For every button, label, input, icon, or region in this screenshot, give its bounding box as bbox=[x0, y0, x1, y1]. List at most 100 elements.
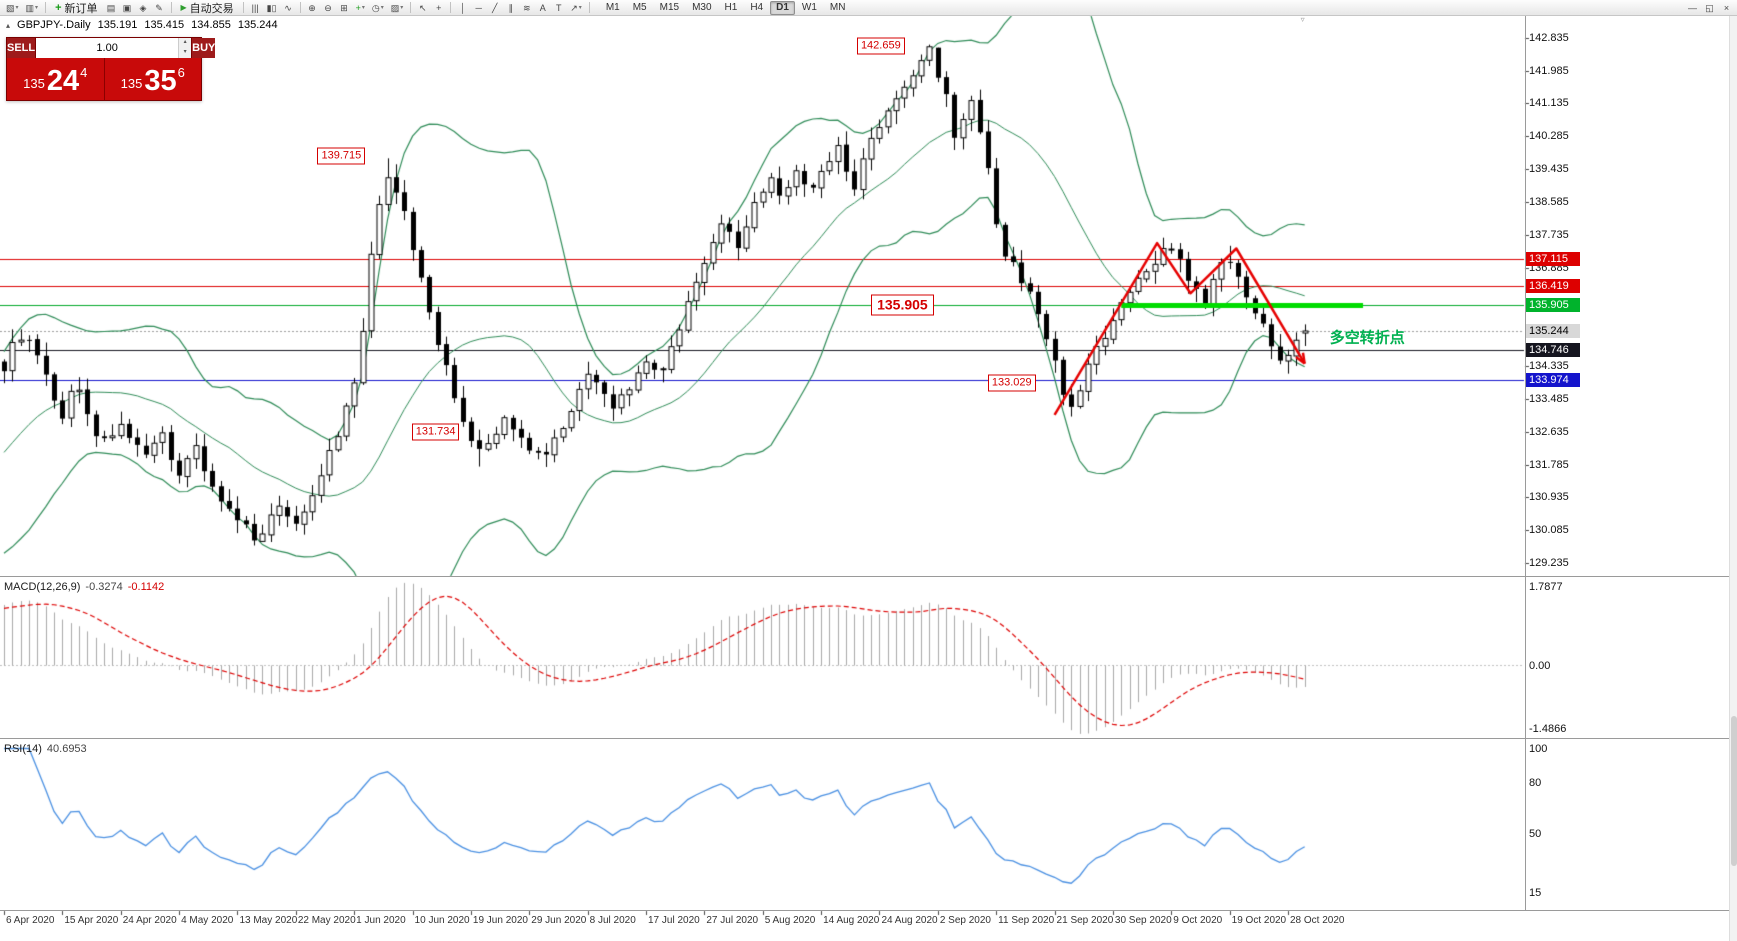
market-watch-icon[interactable]: ▤ bbox=[104, 1, 119, 15]
vertical-line-icon[interactable]: │ bbox=[455, 1, 470, 15]
panel-separator[interactable] bbox=[0, 738, 1737, 739]
scrollbar-thumb[interactable] bbox=[1731, 716, 1737, 866]
profiles-icon[interactable]: ▥ ▾ bbox=[23, 1, 42, 15]
buy-button[interactable]: BUY bbox=[192, 38, 216, 58]
toolbar-separator bbox=[45, 2, 47, 13]
time-axis-border bbox=[0, 910, 1737, 911]
buy-price-sup: 6 bbox=[177, 65, 185, 80]
ohlc-high: 135.415 bbox=[144, 19, 185, 31]
one-click-trading-panel: SELL ▴ ▾ BUY 135 24 4 135 35 6 bbox=[6, 37, 216, 101]
channel-icon[interactable]: ∥ bbox=[503, 1, 518, 15]
autotrading-label: 自动交易 bbox=[189, 2, 234, 15]
buy-price-main: 35 bbox=[144, 65, 177, 97]
ohlc-open: 135.191 bbox=[97, 19, 138, 31]
horizontal-line-icon[interactable]: ─ bbox=[471, 1, 486, 15]
price-axis[interactable] bbox=[1525, 16, 1737, 910]
data-window-icon[interactable]: ▣ bbox=[120, 1, 135, 15]
timeframe-m5-button[interactable]: M5 bbox=[627, 1, 653, 15]
chart-shift-marker-icon[interactable]: ▿ bbox=[1300, 15, 1305, 24]
new-order-button[interactable]: + 新订单 bbox=[50, 1, 102, 15]
volume-field: ▴ ▾ bbox=[35, 38, 193, 58]
text-icon[interactable]: A bbox=[535, 1, 550, 15]
line-chart-icon[interactable]: ∿ bbox=[281, 1, 296, 15]
toolbar-separator bbox=[410, 2, 412, 13]
sell-price[interactable]: 135 24 4 bbox=[7, 58, 104, 100]
timeframe-w1-button[interactable]: W1 bbox=[796, 1, 823, 15]
price-label-annotation[interactable]: 135.905 bbox=[871, 294, 934, 316]
timeframe-h4-button[interactable]: H4 bbox=[744, 1, 769, 15]
price-label-annotation[interactable]: 133.029 bbox=[987, 374, 1036, 392]
timeframe-mn-button[interactable]: MN bbox=[824, 1, 852, 15]
new-order-icon: + bbox=[55, 1, 62, 14]
window-controls: — ◱ × bbox=[1685, 1, 1734, 15]
sell-button[interactable]: SELL bbox=[7, 38, 36, 58]
crosshair-icon[interactable]: + bbox=[431, 1, 446, 15]
zoom-in-icon[interactable]: ⊕ bbox=[305, 1, 320, 15]
timeframe-d1-button[interactable]: D1 bbox=[770, 0, 795, 15]
tile-windows-icon[interactable]: ⊞ bbox=[337, 1, 352, 15]
panel-separator[interactable] bbox=[0, 576, 1737, 577]
price-divider bbox=[103, 58, 105, 100]
templates-icon[interactable]: ▨ ▾ bbox=[388, 1, 407, 15]
volume-decrease-icon[interactable]: ▾ bbox=[179, 48, 192, 58]
price-axis-border bbox=[1525, 16, 1526, 911]
window-restore-icon[interactable]: ◱ bbox=[1702, 1, 1717, 15]
timeframe-m15-button[interactable]: M15 bbox=[654, 1, 685, 15]
price-label-annotation[interactable]: 142.659 bbox=[856, 37, 905, 55]
toolbar-separator bbox=[588, 2, 590, 13]
fibonacci-icon[interactable]: ≋ bbox=[519, 1, 534, 15]
trendline-icon[interactable]: ╱ bbox=[487, 1, 502, 15]
right-scrollbar[interactable] bbox=[1729, 16, 1737, 941]
macd-name: MACD(12,26,9) bbox=[4, 581, 81, 593]
autotrading-play-icon: ▶ bbox=[180, 3, 187, 12]
new-chart-icon[interactable]: ▧ ▾ bbox=[3, 1, 22, 15]
volume-increase-icon[interactable]: ▴ bbox=[179, 38, 192, 48]
volume-spinner: ▴ ▾ bbox=[178, 38, 192, 58]
volume-input[interactable] bbox=[36, 38, 179, 58]
metaeditor-icon[interactable]: ✎ bbox=[152, 1, 167, 15]
buy-price-prefix: 135 bbox=[120, 76, 143, 91]
ohlc-close: 135.244 bbox=[237, 19, 278, 31]
timeframe-h1-button[interactable]: H1 bbox=[719, 1, 744, 15]
timeframe-m1-button[interactable]: M1 bbox=[600, 1, 626, 15]
ohlc-low: 134.855 bbox=[191, 19, 231, 31]
text-label-icon[interactable]: T bbox=[551, 1, 566, 15]
sell-price-prefix: 135 bbox=[23, 76, 45, 91]
window-close-icon[interactable]: × bbox=[1719, 1, 1734, 15]
arrows-icon[interactable]: ↗ ▾ bbox=[567, 1, 585, 15]
indicators-icon[interactable]: + ▾ bbox=[353, 1, 368, 15]
candlestick-chart-icon[interactable]: ▮▯ bbox=[264, 1, 280, 15]
rsi-label: RSI(14) 40.6953 bbox=[4, 743, 87, 755]
bar-chart-icon[interactable]: ||| bbox=[248, 1, 263, 15]
autotrading-button[interactable]: ▶ 自动交易 bbox=[176, 1, 239, 15]
toolbar-separator bbox=[299, 2, 301, 13]
navigator-icon[interactable]: ◈ bbox=[136, 1, 151, 15]
toolbar-separator bbox=[170, 2, 172, 13]
toolbar-separator bbox=[450, 2, 452, 13]
rsi-value: 40.6953 bbox=[46, 743, 87, 755]
rsi-name: RSI(14) bbox=[4, 743, 42, 755]
timeframe-m30-button[interactable]: M30 bbox=[686, 1, 717, 15]
zoom-out-icon[interactable]: ⊖ bbox=[321, 1, 336, 15]
one-click-panel-toggle-icon[interactable]: ▴ bbox=[6, 20, 11, 30]
sell-price-main: 24 bbox=[46, 65, 80, 97]
new-order-label: 新订单 bbox=[64, 2, 98, 15]
buy-price[interactable]: 135 35 6 bbox=[105, 58, 202, 100]
cursor-icon[interactable]: ↖ bbox=[415, 1, 430, 15]
macd-value-main: -0.3274 bbox=[85, 581, 123, 593]
periods-icon[interactable]: ◷ ▾ bbox=[369, 1, 387, 15]
window-minimize-icon[interactable]: — bbox=[1685, 1, 1700, 15]
symbol-period-label: GBPJPY-.Daily bbox=[17, 19, 91, 31]
chart-header: ▴ GBPJPY-.Daily 135.191 135.415 134.855 … bbox=[6, 19, 278, 31]
toolbar-separator bbox=[242, 2, 244, 13]
time-axis[interactable] bbox=[0, 911, 1737, 936]
timeframe-bar: M1 M5 M15 M30 H1 H4 D1 W1 MN bbox=[600, 0, 852, 15]
sell-price-sup: 4 bbox=[80, 65, 88, 80]
price-label-annotation[interactable]: 139.715 bbox=[317, 147, 366, 165]
price-label-annotation[interactable]: 131.734 bbox=[411, 423, 460, 441]
macd-label: MACD(12,26,9) -0.3274 -0.1142 bbox=[4, 581, 164, 593]
macd-value-signal: -0.1142 bbox=[127, 581, 165, 593]
turning-point-annotation[interactable]: 多空转折点 bbox=[1329, 329, 1405, 347]
